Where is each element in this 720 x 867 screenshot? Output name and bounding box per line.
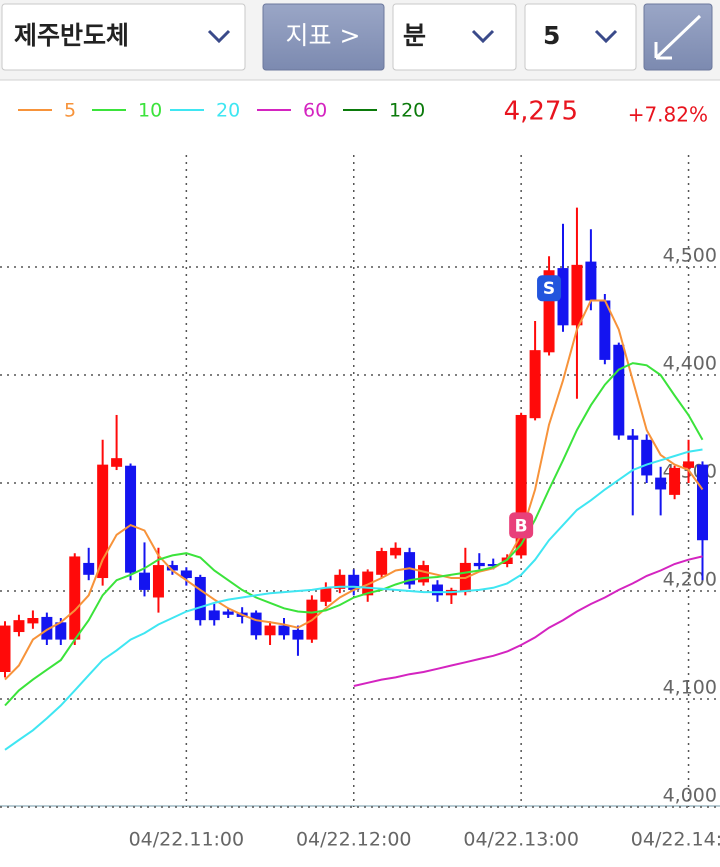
candle-body — [180, 570, 192, 579]
candle-body — [139, 572, 150, 590]
indicator-label: 지표 > — [286, 21, 361, 50]
candle-body — [418, 565, 429, 583]
candle-body — [125, 465, 137, 573]
candle-body — [250, 612, 262, 636]
candle-body — [69, 556, 81, 640]
candle-body — [278, 625, 290, 636]
candle-body — [641, 439, 653, 476]
interval-select[interactable] — [524, 3, 637, 71]
candle-body — [390, 547, 402, 556]
x-tick-label: 04/22.14:00 — [631, 829, 720, 851]
candle-body — [473, 562, 485, 567]
legend-label: 60 — [303, 100, 327, 122]
chevron — [471, 29, 495, 44]
signal-badge — [537, 275, 562, 302]
chevron — [207, 29, 231, 44]
y-tick-label: 4,000 — [663, 785, 717, 807]
candle-body — [320, 587, 332, 602]
candle-body — [166, 565, 178, 571]
signal-label: B — [515, 516, 528, 536]
candle-body — [529, 350, 541, 419]
y-tick-label: 4,400 — [663, 353, 717, 375]
stock-name: 제주반도체 — [14, 21, 129, 50]
indicator-button[interactable] — [262, 3, 385, 71]
candle-body — [376, 551, 388, 575]
signal-label: S — [543, 279, 555, 299]
signal-badge — [509, 512, 534, 539]
y-tick-label: 4,100 — [663, 677, 717, 699]
candle-body — [0, 625, 11, 672]
candle-body — [487, 564, 499, 567]
candle-body — [431, 584, 443, 596]
candle-body — [222, 611, 234, 615]
legend-label: 10 — [138, 100, 162, 122]
y-tick-label: 4,500 — [663, 245, 717, 267]
candle-body — [152, 565, 164, 598]
x-tick-label: 04/22.11:00 — [129, 829, 245, 851]
candle-body — [557, 268, 569, 326]
candle-body — [599, 300, 611, 360]
legend-label: 20 — [216, 100, 240, 122]
legend: 5 10 20 60 120 — [18, 100, 425, 122]
legend-label: 5 — [64, 100, 76, 122]
ma-line — [353, 555, 703, 687]
candle-body — [571, 264, 583, 326]
candle-body — [13, 620, 25, 633]
x-tick-label: 04/22.13:00 — [463, 829, 579, 851]
candle-body — [585, 261, 597, 301]
candle-body — [55, 622, 67, 640]
unit-select[interactable] — [392, 3, 517, 71]
candle-body — [348, 574, 360, 590]
candle-body — [208, 610, 220, 621]
candle-body — [515, 414, 527, 556]
candle-body — [669, 467, 681, 495]
candle-body — [683, 461, 695, 468]
candle-body — [697, 464, 708, 541]
candle-body — [41, 616, 53, 640]
price: 4,275 — [504, 97, 578, 127]
candle-body — [83, 562, 95, 575]
candle-body — [334, 574, 346, 589]
candle-body — [264, 625, 276, 636]
stock-select[interactable] — [1, 3, 246, 71]
expand-icon — [654, 14, 702, 60]
legend-label: 120 — [389, 100, 425, 122]
candle-body — [194, 576, 206, 621]
candle-body — [655, 477, 667, 490]
y-tick-label: 4,200 — [663, 569, 717, 591]
unit-label: 분 — [403, 21, 426, 50]
candle-body — [613, 344, 625, 436]
x-tick-label: 04/22.12:00 — [296, 829, 412, 851]
candle-body — [97, 464, 109, 579]
ma-line — [4, 299, 704, 681]
interval-label: 5 — [543, 21, 560, 50]
candle-body — [111, 458, 123, 467]
chevron — [594, 29, 618, 44]
candle-body — [27, 618, 39, 624]
ma-line — [4, 448, 703, 751]
change: +7.82% — [628, 103, 708, 127]
candle-body — [292, 629, 304, 640]
candle-body — [543, 270, 555, 353]
ma-line — [4, 362, 704, 707]
candle-body — [627, 435, 639, 440]
